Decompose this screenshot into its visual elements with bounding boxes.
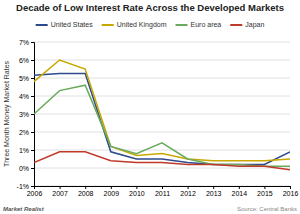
axis-line	[35, 187, 291, 190]
tick-label: 2011	[155, 190, 170, 197]
grid-line	[34, 42, 290, 43]
tick-label: -1%	[17, 183, 29, 190]
x-tick: 2011	[155, 186, 170, 197]
x-tick: 2012	[180, 186, 196, 197]
tick-label: 2009	[104, 190, 120, 197]
tick-label: 2016	[283, 190, 299, 197]
tick-mark	[111, 186, 112, 189]
series-line	[34, 85, 290, 166]
legend-label: Japan	[245, 21, 264, 29]
x-tick: 2014	[232, 186, 248, 197]
tick-mark	[136, 186, 137, 189]
legend-label: United Kingdom	[117, 21, 167, 29]
tick-mark	[31, 60, 34, 61]
chart: Decade of Low Interest Rate Across the D…	[0, 0, 300, 214]
tick-label: 2014	[232, 190, 248, 197]
tick-mark	[162, 186, 163, 189]
tick-mark	[31, 114, 34, 115]
y-axis: -1% 0% 1% 2% 3% 4% 5% 6% 7%	[17, 39, 35, 190]
x-tick: 2010	[129, 186, 145, 197]
tick-mark	[290, 186, 291, 189]
legend-label: Euro area	[191, 21, 222, 28]
tick-label: 7%	[19, 39, 29, 46]
grid-line	[34, 168, 290, 169]
tick-mark	[60, 186, 61, 189]
legend-swatch	[176, 24, 188, 26]
x-tick: 2009	[104, 186, 120, 197]
x-tick: 2006	[27, 186, 43, 197]
tick-mark	[31, 150, 34, 151]
y-tick: 0%	[19, 165, 34, 172]
axis-line	[31, 43, 35, 187]
tick-mark	[264, 186, 265, 189]
x-tick: 2007	[52, 186, 68, 197]
tick-mark	[31, 186, 34, 187]
tick-label: 2007	[52, 190, 68, 197]
grid	[34, 42, 290, 186]
x-tick: 2013	[206, 186, 222, 197]
tick-mark	[188, 186, 189, 189]
x-tick: 2015	[257, 186, 273, 197]
tick-label: 2008	[78, 190, 94, 197]
legend-item: Japan	[230, 21, 264, 29]
title: Decade of Low Interest Rate Across the D…	[16, 2, 284, 13]
tick-label: 2%	[19, 129, 29, 136]
legend: United States United Kingdom Euro area Japa…	[36, 21, 265, 29]
tick-label: 2006	[27, 190, 43, 197]
y-tick: 7%	[19, 39, 34, 46]
y-tick: 4%	[19, 93, 34, 100]
x-tick: 2016	[283, 186, 299, 197]
tick-label: 4%	[19, 93, 29, 100]
grid-line	[34, 60, 290, 61]
grid-line	[34, 114, 290, 115]
x-tick: 2008	[78, 186, 94, 197]
tick-mark	[31, 78, 34, 79]
tick-label: 2010	[129, 190, 145, 197]
tick-label: 2015	[257, 190, 273, 197]
grid-line	[34, 96, 290, 97]
series-line	[34, 60, 290, 161]
tick-mark	[85, 186, 86, 189]
y-tick: 6%	[19, 57, 34, 64]
annotation: Market Realist	[3, 206, 45, 212]
tick-label: 2013	[206, 190, 222, 197]
tick-label: 3%	[19, 111, 29, 118]
tick-label: 6%	[19, 57, 29, 64]
legend-item: United States	[36, 21, 94, 28]
tick-mark	[31, 42, 34, 43]
legend-swatch	[230, 24, 242, 26]
lines	[34, 60, 290, 170]
grid-line	[34, 132, 290, 133]
x-axis: 2006 2007 2008 2009 2010 2011 2012 2013 2014 2015…	[27, 186, 299, 197]
y-tick: 3%	[19, 111, 34, 118]
annotation: Source: Central Banks	[237, 206, 297, 212]
tick-label: 5%	[19, 75, 29, 82]
tick-label: 0%	[19, 165, 29, 172]
tick-mark	[31, 96, 34, 97]
grid-line	[34, 150, 290, 151]
tick-mark	[213, 186, 214, 189]
y-tick: 5%	[19, 75, 34, 82]
legend-swatch	[36, 24, 48, 26]
series-line	[34, 152, 290, 170]
legend-item: United Kingdom	[102, 21, 167, 29]
tick-label: 2012	[180, 190, 196, 197]
y-tick: 2%	[19, 129, 34, 136]
grid-line	[34, 78, 290, 79]
y-axis-label: Three Month Money Market Rates	[3, 60, 11, 167]
tick-label: 1%	[19, 147, 29, 154]
y-tick: -1%	[17, 183, 34, 190]
tick-mark	[31, 168, 34, 169]
plot: 2006 2007 2008 2009 2010 2011 2012 2013 2014 2015…	[17, 39, 299, 197]
legend-item: Euro area	[176, 21, 222, 28]
legend-swatch	[102, 24, 114, 26]
tick-mark	[31, 132, 34, 133]
legend-label: United States	[51, 21, 94, 28]
tick-mark	[239, 186, 240, 189]
y-tick: 1%	[19, 147, 34, 154]
